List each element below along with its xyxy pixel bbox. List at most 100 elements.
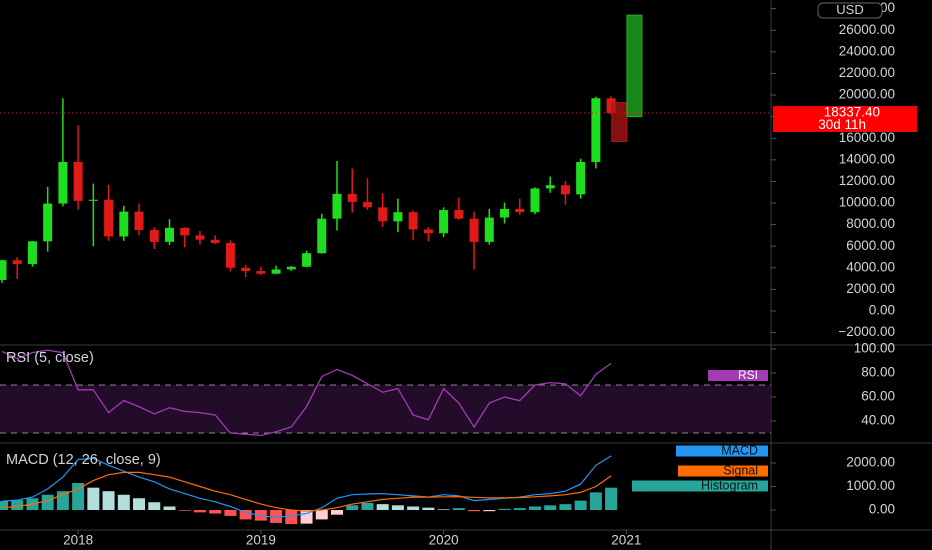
- candle-body: [545, 185, 555, 189]
- y-tick-label: 40.00: [861, 413, 895, 428]
- histogram-bar: [391, 505, 404, 511]
- histogram-bar: [574, 500, 587, 511]
- y-tick-label: 10000.00: [839, 195, 895, 210]
- y-tick-label: 6000.00: [846, 238, 895, 253]
- y-tick-label: 20000.00: [839, 87, 895, 102]
- y-tick-label: 0.00: [869, 303, 895, 318]
- y-tick-label: 4000.00: [846, 259, 895, 274]
- histogram-bar: [87, 487, 100, 511]
- candle-body: [27, 241, 37, 265]
- histogram-bar: [376, 504, 389, 511]
- histogram-bar: [361, 502, 374, 511]
- countdown-tag: [773, 118, 917, 132]
- y-tick-label: 16000.00: [839, 130, 895, 145]
- candle-body: [271, 269, 281, 274]
- x-tick-label: 2018: [63, 533, 93, 548]
- histogram-bar: [193, 510, 206, 513]
- legend-tag: [676, 445, 768, 457]
- pane-title: MACD (12, 26, close, 9): [6, 452, 161, 468]
- y-tick-label: 1000.00: [846, 478, 895, 493]
- price-tag: [773, 105, 917, 119]
- candle-body: [104, 199, 114, 237]
- candle-body: [515, 208, 525, 213]
- legend-label: Histogram: [701, 478, 758, 492]
- histogram-bar: [452, 508, 465, 511]
- candle-body: [302, 253, 312, 267]
- rsi-band: [0, 384, 771, 434]
- x-tick-label: 2021: [611, 533, 641, 548]
- currency-label[interactable]: USD: [836, 2, 863, 17]
- histogram-bar: [513, 508, 526, 511]
- histogram-bar: [285, 510, 298, 525]
- candle-body: [439, 210, 449, 234]
- candle-body: [12, 260, 22, 265]
- histogram-bar: [589, 492, 602, 511]
- candle-body: [256, 271, 266, 274]
- candle-body: [500, 208, 510, 218]
- candle-body: [225, 242, 235, 268]
- candle-body: [606, 98, 616, 113]
- currency-button[interactable]: [817, 2, 883, 19]
- projection-box: [626, 14, 643, 118]
- y-tick-label: 100.00: [854, 341, 895, 356]
- candle-body: [393, 212, 403, 222]
- histogram-bar: [528, 506, 541, 511]
- candle-body: [180, 227, 190, 236]
- legend-label: RSI: [738, 368, 758, 382]
- candle-body: [0, 260, 7, 280]
- candle-body: [195, 235, 205, 240]
- y-tick-label: 60.00: [861, 389, 895, 404]
- histogram-bar: [239, 510, 252, 520]
- y-tick-label: 2000.00: [846, 455, 895, 470]
- candle-body: [362, 201, 372, 208]
- histogram-bar: [468, 510, 481, 512]
- legend-label: Signal: [723, 463, 758, 477]
- candle-body: [560, 185, 570, 195]
- candle-body: [88, 199, 98, 201]
- projection-box: [611, 102, 628, 142]
- histogram-bar: [315, 510, 328, 520]
- legend-tag: [678, 465, 768, 477]
- histogram-bar: [11, 500, 24, 511]
- candle-body: [530, 188, 540, 213]
- candle-body: [408, 212, 418, 230]
- histogram-bar: [270, 510, 283, 523]
- candle-body: [286, 266, 296, 270]
- histogram-bar: [437, 509, 450, 511]
- legend-label: MACD: [721, 443, 758, 457]
- x-tick-label: 2020: [429, 533, 459, 548]
- y-tick-label: 12000.00: [839, 173, 895, 188]
- histogram-bar: [544, 505, 557, 511]
- histogram-bar: [346, 505, 359, 511]
- candle-body: [484, 217, 494, 242]
- histogram-bar: [178, 510, 191, 511]
- x-tick-label: 2019: [246, 533, 276, 548]
- histogram-bar: [483, 510, 496, 512]
- candle-body: [73, 161, 83, 201]
- candle-body: [423, 229, 433, 234]
- y-tick-label: −2000.00: [838, 324, 895, 339]
- legend-tag: [632, 480, 768, 492]
- histogram-bar: [117, 494, 130, 511]
- histogram-bar: [102, 491, 115, 511]
- candle-body: [317, 218, 327, 254]
- y-tick-label: 24000.00: [839, 43, 895, 58]
- histogram-bar: [422, 507, 435, 511]
- y-tick-label: 0.00: [869, 502, 895, 517]
- y-tick-label: 26000.00: [839, 22, 895, 37]
- candle-body: [149, 230, 159, 242]
- candle-body: [210, 239, 220, 243]
- candle-body: [43, 203, 53, 242]
- histogram-bar: [209, 510, 222, 514]
- candle-body: [469, 218, 479, 242]
- candle-body: [134, 211, 144, 230]
- histogram-bar: [133, 498, 146, 511]
- histogram-bar: [148, 502, 161, 511]
- last-price-label: 18337.40: [824, 105, 880, 120]
- candle-body: [58, 161, 68, 204]
- histogram-bar: [163, 506, 176, 511]
- macd-line: [1, 471, 612, 512]
- histogram-bar: [0, 501, 8, 511]
- histogram-bar: [224, 510, 237, 516]
